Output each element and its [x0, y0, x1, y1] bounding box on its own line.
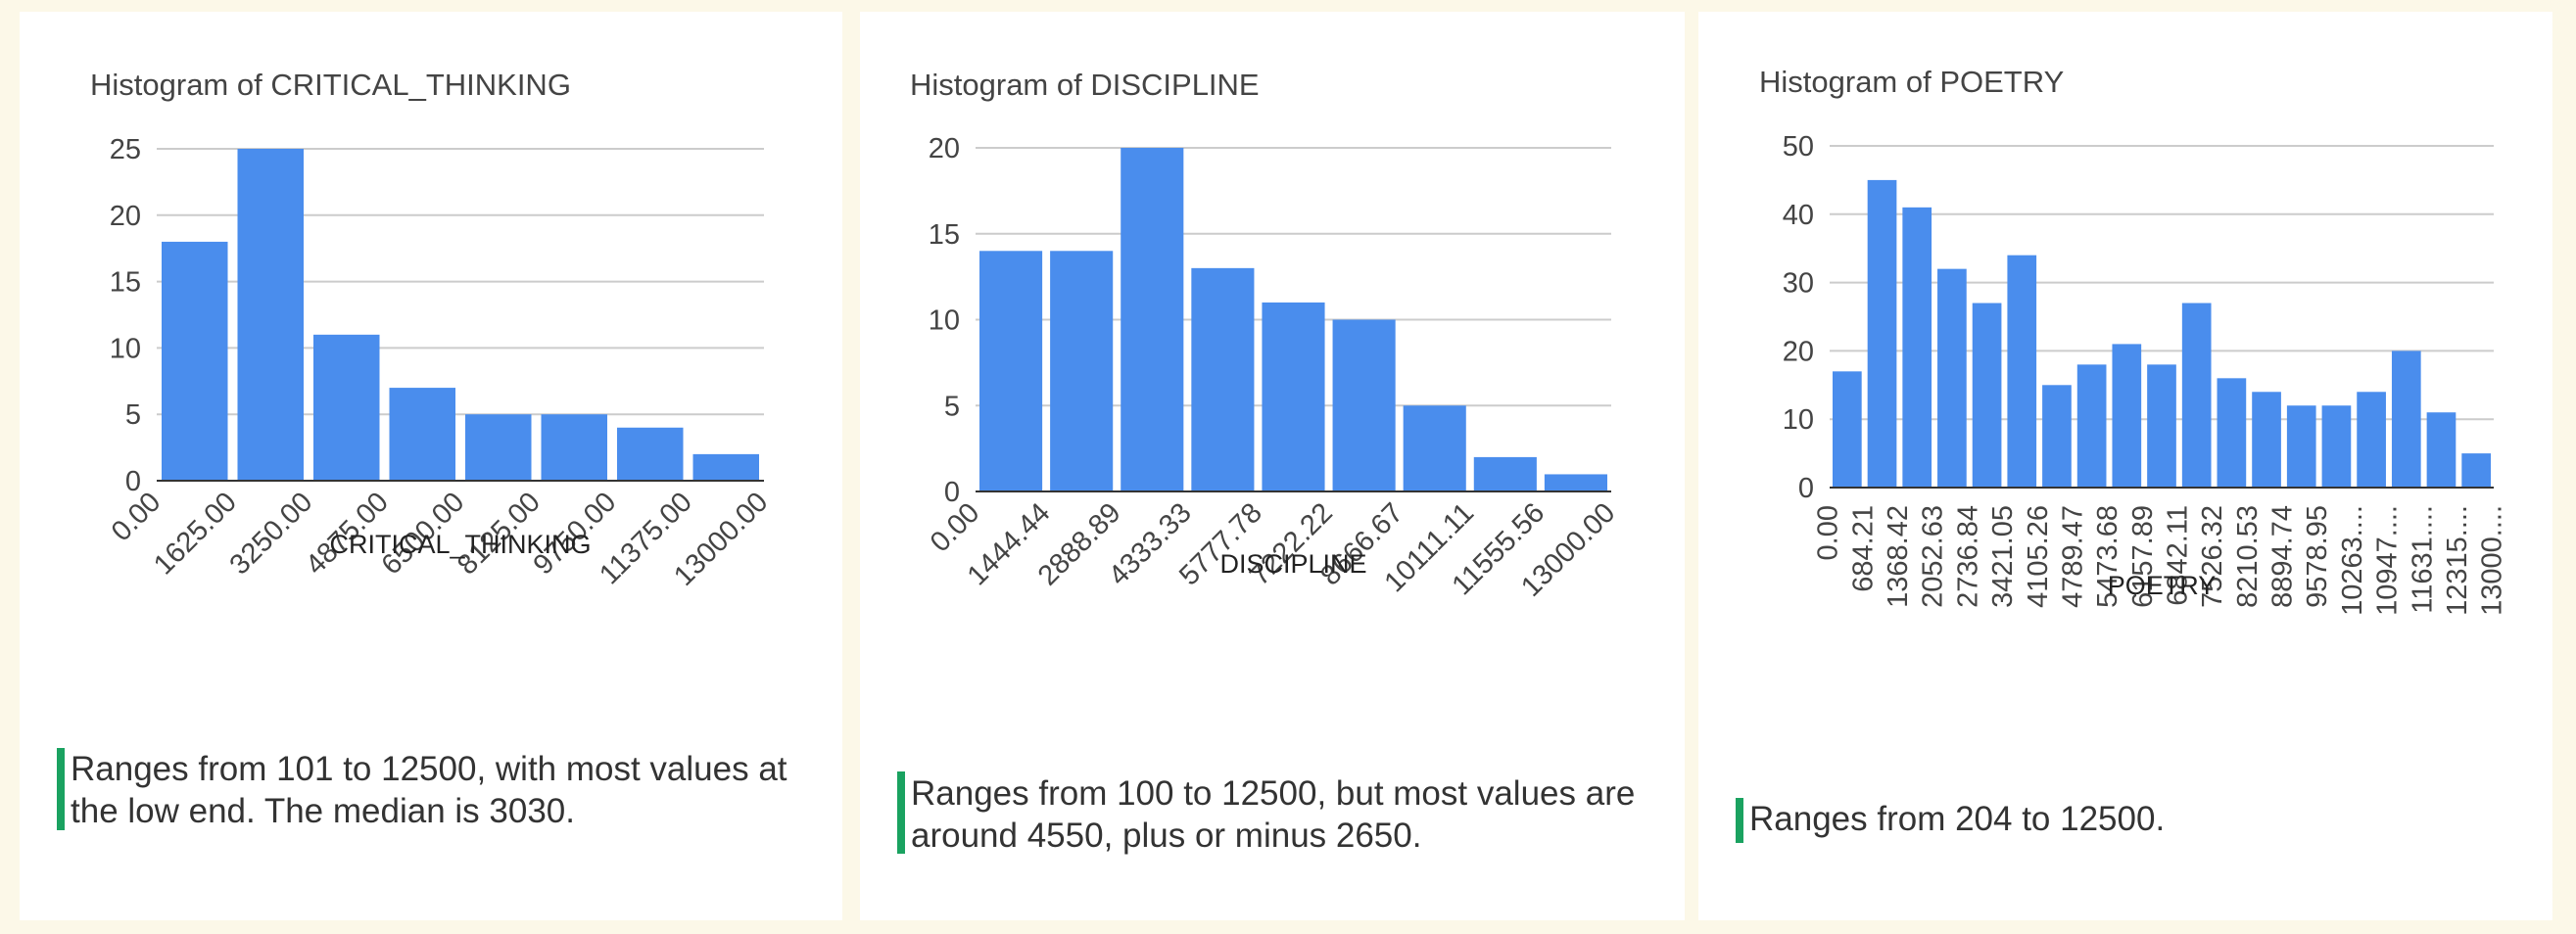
histogram-bar: [162, 241, 228, 481]
histogram-bar: [979, 251, 1043, 491]
chart-title: Histogram of CRITICAL_THINKING: [90, 68, 571, 102]
y-tick-label: 10: [929, 305, 960, 337]
y-tick-label: 50: [1783, 131, 1814, 163]
x-tick-label: 1368.42: [1883, 505, 1914, 608]
histogram-bar: [2007, 255, 2037, 488]
x-tick-label: 3421.05: [1987, 505, 2019, 608]
y-tick-label: 20: [110, 201, 141, 232]
summary-note-discipline: Ranges from 100 to 12500, but most value…: [911, 774, 1636, 855]
histogram-bar: [1191, 267, 1255, 491]
x-tick-label: 6157.89: [2127, 505, 2159, 608]
x-tick-label: 12315....: [2442, 505, 2473, 616]
y-tick-label: 20: [929, 133, 960, 164]
x-tick-label: 11631....: [2407, 505, 2438, 614]
x-tick-label: 4789.47: [2057, 505, 2088, 608]
x-tick-label: 2052.63: [1918, 505, 1949, 608]
histogram-bar: [2181, 303, 2212, 488]
histogram-bar: [1937, 268, 1967, 488]
y-tick-label: 25: [110, 134, 141, 165]
histogram-bar: [1403, 405, 1466, 491]
histogram-bar: [1544, 474, 1607, 491]
histogram-bar: [1050, 251, 1114, 491]
histogram-bar: [2076, 364, 2107, 488]
summary-note-poetry: Ranges from 204 to 12500.: [1749, 800, 2166, 838]
x-tick-label: 6842.11: [2162, 505, 2193, 606]
y-tick-label: 40: [1783, 200, 1814, 231]
x-tick-label: 13000....: [2477, 505, 2508, 616]
histogram-bar: [2357, 392, 2386, 488]
histogram-bar: [2286, 405, 2316, 488]
chart-discipline: Histogram of DISCIPLINE051015200.001444.…: [910, 68, 1621, 603]
x-tick-label: 5473.68: [2092, 505, 2123, 608]
histogram-bar: [2391, 350, 2421, 488]
x-tick-label: 1625.00: [148, 487, 243, 582]
chart-title: Histogram of DISCIPLINE: [910, 68, 1260, 102]
x-tick-label: 0.00: [1813, 505, 1844, 560]
note-marker: [57, 748, 65, 830]
y-tick-label: 0: [125, 466, 141, 497]
x-tick-label: 8894.74: [2267, 505, 2299, 608]
histogram-bar: [617, 427, 684, 481]
histogram-card-critical-thinking: Histogram of CRITICAL_THINKING 0 5 10 15 20 25…: [20, 12, 842, 920]
x-axis-title: POETRY: [2108, 571, 2217, 600]
x-tick-label: 3250.00: [224, 487, 319, 582]
histogram-bar: [692, 453, 759, 481]
histogram-bar: [1972, 303, 2002, 488]
x-tick-label: 10263....: [2337, 505, 2368, 616]
note-marker: [1736, 798, 1743, 843]
x-tick-label: 0.00: [925, 497, 986, 559]
y-tick-label: 5: [944, 391, 960, 422]
histogram-bar: [389, 388, 455, 481]
histogram-card-discipline: Histogram of DISCIPLINE 0 5 10 15 20 0.00 1444.…: [860, 12, 1685, 920]
histogram-bar: [1262, 302, 1325, 491]
x-tick-label: 0.00: [106, 487, 167, 548]
histogram-bar: [1332, 319, 1396, 491]
histogram-bar: [237, 149, 304, 481]
histogram-bar: [2112, 344, 2142, 488]
histogram-bar: [313, 334, 380, 481]
y-tick-label: 10: [1783, 404, 1814, 436]
summary-note-critical-thinking: Ranges from 101 to 12500, with most valu…: [71, 750, 787, 830]
y-tick-label: 20: [1783, 336, 1814, 367]
histogram-bar: [2321, 405, 2352, 488]
x-tick-label: 684.21: [1847, 505, 1879, 592]
y-tick-label: 5: [125, 399, 141, 431]
chart-poetry: Histogram of POETRY 0 10 20 30 40 50 0.00 684.21…: [1759, 65, 2508, 616]
x-tick-label: 4105.26: [2023, 505, 2054, 608]
y-tick-label: 15: [929, 219, 960, 251]
histogram-bar: [2042, 385, 2072, 488]
histogram-bar: [2147, 364, 2176, 488]
histogram-bar: [1121, 148, 1184, 491]
x-tick-label: 2736.84: [1952, 505, 1983, 608]
x-tick-label: 10947....: [2372, 505, 2404, 616]
chart-critical-thinking: Histogram of CRITICAL_THINKING 0 5 10 15 20 25…: [90, 68, 774, 592]
x-tick-label: 7526.32: [2197, 505, 2228, 608]
y-tick-label: 30: [1783, 268, 1814, 300]
histogram-bar: [2426, 412, 2457, 488]
histogram-bar: [541, 414, 607, 481]
histogram-bar: [2461, 453, 2491, 488]
y-tick-label: 15: [110, 267, 141, 299]
histogram-bar: [1902, 207, 1932, 488]
x-axis-title: CRITICAL_THINKING: [329, 530, 591, 559]
x-tick-label: 9578.95: [2302, 505, 2333, 608]
x-tick-label: 8210.53: [2232, 505, 2264, 608]
x-axis-title: DISCIPLINE: [1219, 549, 1366, 579]
y-tick-label: 10: [110, 333, 141, 364]
note-marker: [897, 771, 905, 854]
histogram-bar: [465, 414, 532, 481]
y-tick-label: 0: [944, 477, 960, 508]
histogram-bar: [2217, 378, 2247, 488]
histogram-bar: [1473, 456, 1537, 491]
chart-title: Histogram of POETRY: [1759, 65, 2064, 99]
histogram-bar: [1867, 179, 1897, 488]
histogram-bar: [1833, 371, 1862, 488]
y-tick-label: 0: [1798, 473, 1814, 504]
histogram-card-poetry: Histogram of POETRY 0 10 20 30 40 50 0.00 684.21…: [1698, 12, 2552, 920]
histogram-bar: [2252, 392, 2281, 488]
